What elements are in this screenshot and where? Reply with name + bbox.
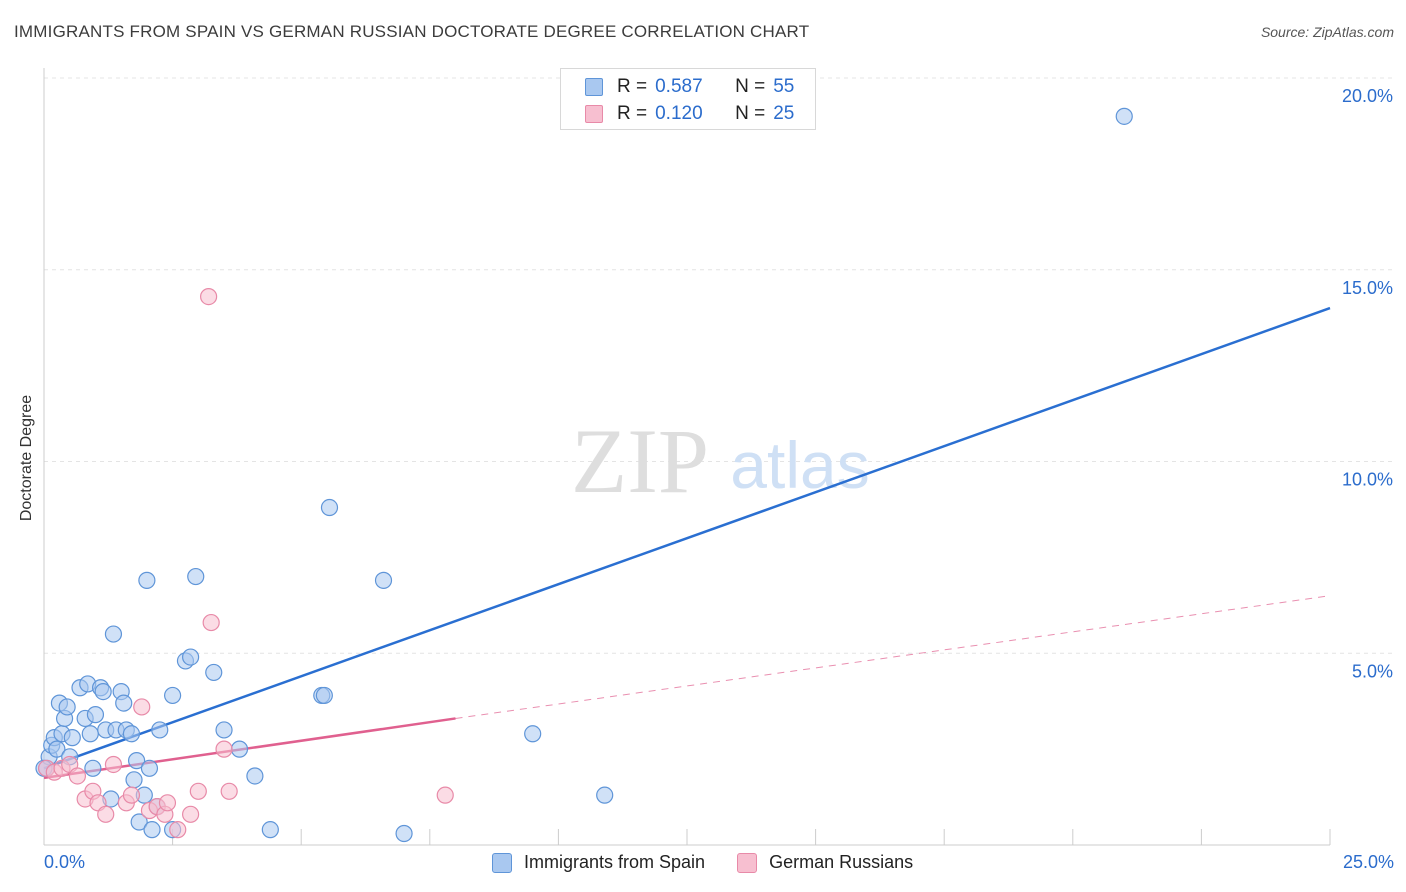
source-label: Source: ZipAtlas.com [1260, 24, 1394, 40]
x-tick-min: 0.0% [44, 852, 86, 872]
point-spain [524, 725, 542, 743]
series-swatch-pink [737, 852, 758, 873]
grid-lines [44, 77, 1395, 654]
point-german-russians [169, 821, 187, 839]
series-name: German Russians [769, 852, 914, 872]
legend-row-spain: R = 0.587 N = 55 [585, 75, 794, 99]
point-spain [182, 648, 200, 666]
y-tick-label: 15.0% [1342, 278, 1393, 298]
series-swatch-blue [492, 852, 512, 873]
point-german-russians [436, 786, 454, 804]
point-spain [63, 729, 81, 747]
data-points [35, 107, 1133, 843]
point-german-russians [68, 767, 87, 785]
point-spain [122, 725, 141, 743]
legend-n-label: N = [735, 76, 766, 97]
point-spain [246, 767, 264, 785]
y-tick-label: 10.0% [1342, 470, 1393, 490]
point-german-russians [215, 740, 233, 758]
legend-r-value: 0.120 [655, 103, 703, 124]
legend-swatch-blue [585, 78, 603, 96]
series-name: Immigrants from Spain [524, 852, 706, 872]
point-spain [115, 694, 133, 712]
y-tick-labels: 5.0% 10.0% 15.0% 20.0% [1342, 86, 1393, 681]
point-spain [374, 571, 393, 589]
point-spain [315, 686, 333, 705]
legend-r-value: 0.587 [655, 76, 703, 97]
trend-line-spain [43, 306, 1331, 770]
point-spain [138, 571, 156, 589]
axes [43, 68, 1331, 846]
y-tick-label: 20.0% [1342, 86, 1393, 106]
legend-swatch-pink [585, 105, 603, 123]
legend: R = 0.587 N = 55 R = 0.120 N = 25 [560, 68, 816, 130]
point-spain [130, 813, 148, 831]
chart-title: IMMIGRANTS FROM SPAIN VS GERMAN RUSSIAN … [14, 22, 810, 41]
point-german-russians [104, 755, 123, 774]
legend-row-german-russians: R = 0.120 N = 25 [585, 102, 794, 126]
y-tick-label: 5.0% [1352, 661, 1393, 681]
point-german-russians [182, 805, 200, 823]
point-german-russians [220, 782, 238, 800]
point-spain [230, 740, 249, 758]
series-legend-german-russians: German Russians [737, 852, 913, 873]
point-spain [187, 567, 205, 586]
legend-n-value: 55 [773, 76, 795, 97]
watermark: ZIP atlas [571, 410, 870, 512]
point-spain [596, 786, 614, 804]
point-spain [205, 663, 223, 682]
point-german-russians [189, 782, 207, 800]
point-spain [86, 706, 105, 724]
point-german-russians [133, 698, 151, 716]
legend-r-label: R = [617, 76, 648, 97]
point-german-russians [122, 786, 141, 804]
point-spain [58, 698, 76, 716]
watermark-zip: ZIP [571, 410, 709, 512]
point-spain [261, 821, 279, 839]
x-tick-max: 25.0% [1342, 852, 1394, 872]
point-spain [320, 498, 339, 517]
point-spain [143, 821, 161, 839]
point-spain [48, 740, 66, 758]
point-german-russians [158, 794, 177, 812]
point-spain [81, 725, 99, 743]
trend-lines [43, 306, 1331, 780]
legend-n-label: N = [735, 103, 766, 124]
point-spain [104, 625, 123, 643]
point-spain [1115, 107, 1133, 125]
point-german-russians [200, 287, 218, 306]
legend-n-value: 25 [773, 103, 795, 124]
point-spain [151, 721, 169, 739]
point-spain [140, 759, 159, 777]
point-german-russians [97, 805, 115, 823]
point-spain [395, 824, 413, 843]
legend-r-label: R = [617, 103, 648, 124]
series-legend-spain: Immigrants from Spain [492, 852, 705, 873]
point-german-russians [202, 613, 220, 632]
point-spain [215, 721, 233, 739]
point-spain [127, 752, 146, 770]
point-spain [84, 759, 102, 777]
point-spain [125, 771, 143, 789]
point-spain [94, 682, 112, 701]
trend-line-german-russians [455, 595, 1331, 719]
series-legend: Immigrants from Spain German Russians [492, 852, 945, 873]
point-spain [164, 686, 182, 705]
watermark-atlas: atlas [730, 428, 869, 502]
